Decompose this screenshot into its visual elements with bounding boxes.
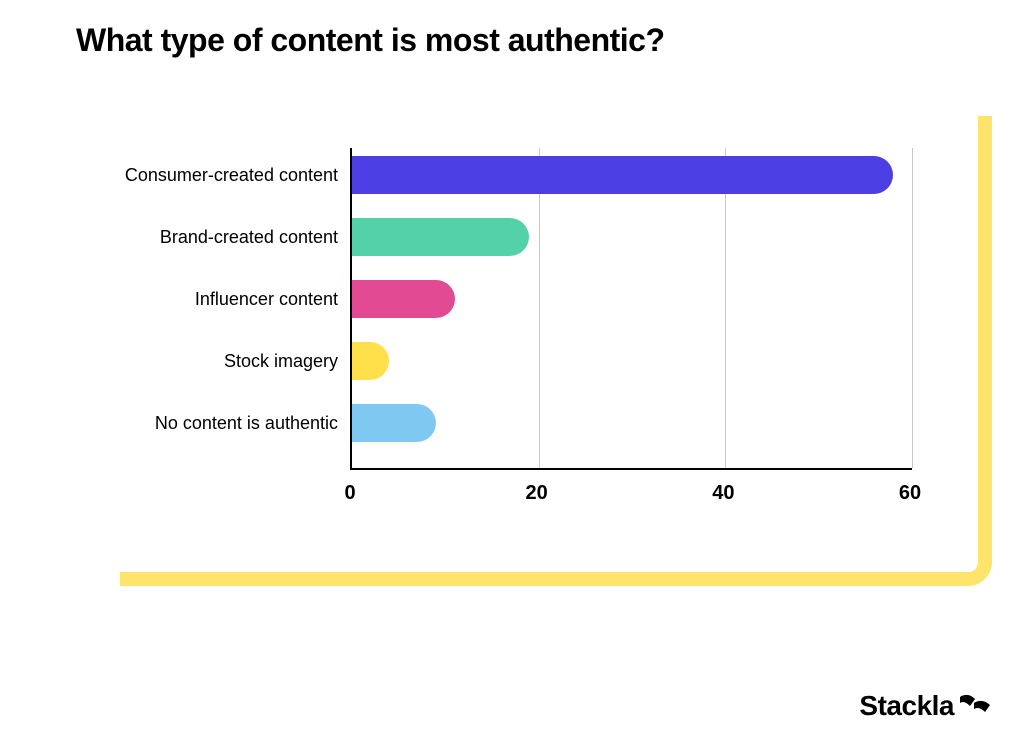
- x-tick-label: 20: [526, 482, 548, 505]
- brand-logo: Stackla: [859, 690, 992, 722]
- x-tick-label: 40: [712, 482, 734, 505]
- bar: [352, 156, 893, 194]
- authenticity-bar-chart: Consumer-created content Brand-created co…: [120, 148, 910, 548]
- plot-area: [350, 148, 912, 470]
- x-tick-label: 0: [344, 482, 355, 505]
- bar: [352, 404, 436, 442]
- gridline: [539, 148, 540, 468]
- category-label: Influencer content: [118, 280, 338, 318]
- bar: [352, 342, 389, 380]
- gridline: [912, 148, 913, 468]
- bar: [352, 280, 455, 318]
- x-tick-label: 60: [899, 482, 921, 505]
- brand-mark-icon: [958, 693, 992, 719]
- brand-name: Stackla: [859, 690, 954, 722]
- category-label: Consumer-created content: [118, 156, 338, 194]
- gridline: [725, 148, 726, 468]
- category-label: Brand-created content: [118, 218, 338, 256]
- chart-title: What type of content is most authentic?: [76, 22, 665, 59]
- category-label: Stock imagery: [118, 342, 338, 380]
- bar: [352, 218, 529, 256]
- category-label: No content is authentic: [118, 404, 338, 442]
